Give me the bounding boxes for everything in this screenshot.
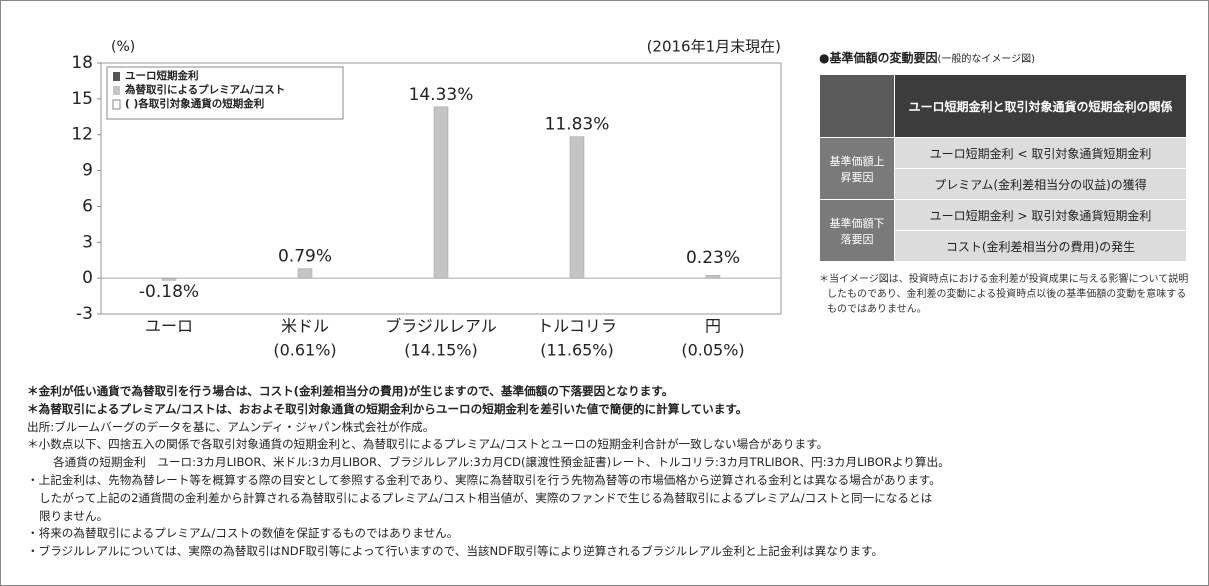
y-tick-label: 0 <box>82 268 93 288</box>
value-label: 14.33% <box>409 85 474 105</box>
date-note: (2016年1月末現在) <box>647 38 781 56</box>
x-sublabel: (0.05%) <box>681 341 744 360</box>
subtitle: (一般的なイメージ図) <box>937 54 1036 65</box>
corner <box>819 74 895 138</box>
plot-frame <box>100 62 782 315</box>
chart: (%) (2016年1月末現在) -3 0 3 6 9 12 15 18 ユーロ短期金利為替取引… <box>71 38 782 360</box>
y-tick-label: 6 <box>82 196 93 216</box>
legend-swatch <box>113 86 120 95</box>
footnote: 限りません。 <box>39 508 109 523</box>
legend-swatch <box>113 72 120 81</box>
footnote: 各通貨の短期金利 ユーロ:3カ月LIBOR、米ドル:3カ月LIBOR、ブラジルレ… <box>53 455 950 470</box>
relation: ユーロ短期金利 < 取引対象通貨短期金利 <box>894 137 1187 169</box>
bar <box>161 277 177 281</box>
x-sublabel: (14.15%) <box>404 341 478 360</box>
x-tick-label: 米ドル <box>281 317 329 336</box>
bar <box>297 268 313 279</box>
factor-table: ユーロ短期金利と取引対象通貨の短期金利の関係 基準価額上昇要因 ユーロ短期金利 <… <box>819 74 1187 262</box>
bar <box>569 136 585 279</box>
footnote: ・上記金利は、先物為替レート等を概算する際の目安として参照する金利であり、実際に… <box>27 472 941 487</box>
bar <box>705 275 721 279</box>
title: ●基準価額の変動要因 <box>819 51 938 65</box>
footnote: ＊金利が低い通貨で為替取引を行う場合は、コスト(金利差相当分の費用)が生じますの… <box>27 384 674 398</box>
footnotes: ＊金利が低い通貨で為替取引を行う場合は、コスト(金利差相当分の費用)が生じますの… <box>27 383 1202 561</box>
footnote: ＊小数点以下、四捨五入の関係で各取引対象通貨の短期金利と、為替取引によるプレミア… <box>27 437 829 452</box>
y-tick-label: 15 <box>71 89 93 109</box>
y-tick-label: -3 <box>76 304 93 324</box>
footnote: ・ブラジルレアルについては、実際の為替取引はNDF取引等によって行いますので、当… <box>27 544 884 559</box>
x-sublabel: (11.65%) <box>540 341 614 360</box>
y-tick-label: 9 <box>82 161 93 181</box>
footnote: ・将来の為替取引によるプレミアム/コストの数値を保証するものではありません。 <box>27 526 459 541</box>
x-sublabel: (0.61%) <box>273 341 336 360</box>
legend-swatch <box>112 99 121 110</box>
y-tick-label: 12 <box>71 125 93 145</box>
x-tick-label: ユーロ <box>145 317 193 336</box>
unit-label: (%) <box>111 39 135 55</box>
panel: ●基準価額の変動要因(一般的なイメージ図) ユーロ短期金利と取引対象通貨の短期金… <box>819 49 1189 317</box>
relation: ユーロ短期金利 > 取引対象通貨短期金利 <box>894 199 1187 231</box>
y-tick-label: 3 <box>82 232 93 252</box>
legend-box <box>106 66 344 120</box>
row-label: 基準価額下落要因 <box>819 199 895 262</box>
footnote: したがって上記の2通貨間の金利差から計算される為替取引によるプレミアム/コスト相… <box>39 490 933 505</box>
y-tick-label: 18 <box>71 53 93 73</box>
panel-title: ●基準価額の変動要因(一般的なイメージ図) <box>819 49 1189 66</box>
header: ユーロ短期金利と取引対象通貨の短期金利の関係 <box>894 74 1187 138</box>
value-label: 11.83% <box>545 115 610 135</box>
panel-note: ＊当イメージ図は、投資時点における金利差が投資成果に与える影響について説明したも… <box>819 274 1189 315</box>
value-label: 0.79% <box>278 247 332 267</box>
legend-label: ユーロ短期金利 <box>125 69 199 82</box>
row-label: 基準価額上昇要因 <box>819 137 895 200</box>
result: コスト(金利差相当分の費用)の発生 <box>894 230 1187 262</box>
x-tick-label: 円 <box>705 317 721 336</box>
value-label: 0.23% <box>686 248 740 268</box>
footnote: 出所:ブルームバーグのデータを基に、アムンディ・ジャパン株式会社が作成。 <box>27 419 435 434</box>
x-tick-label: トルコリラ <box>537 317 617 336</box>
legend-label: ( )各取引対象通貨の短期金利 <box>125 97 264 110</box>
legend-label: 為替取引によるプレミアム/コスト <box>124 83 285 96</box>
result: プレミアム(金利差相当分の収益)の獲得 <box>894 168 1187 200</box>
footnote: ＊為替取引によるプレミアム/コストは、おおよそ取引対象通貨の短期金利からユーロの… <box>27 401 748 416</box>
x-tick-label: ブラジルレアル <box>385 317 497 336</box>
bar <box>433 106 449 279</box>
value-label: -0.18% <box>139 282 199 302</box>
